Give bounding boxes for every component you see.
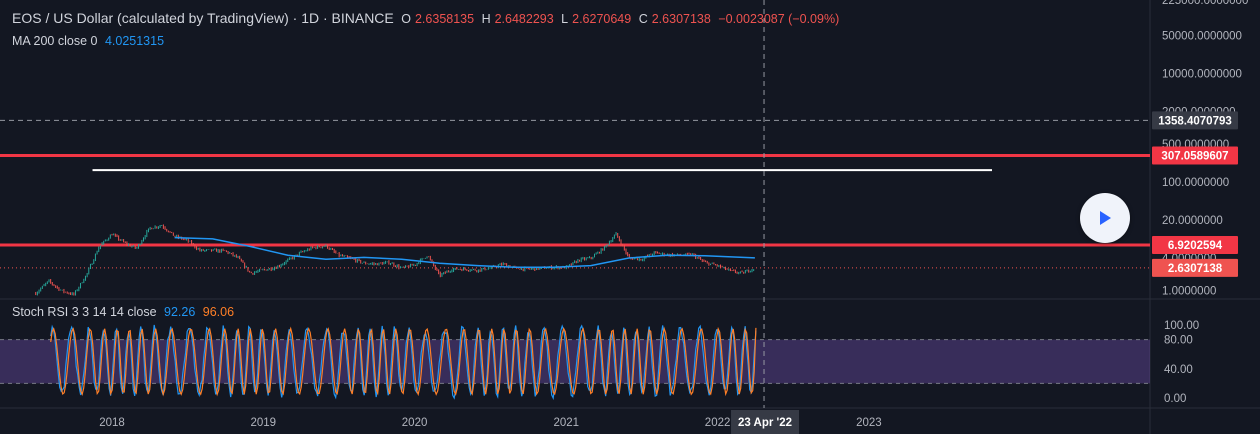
stoch-d-line	[50, 326, 757, 397]
stoch-tick-label: 100.00	[1164, 320, 1199, 332]
symbol-title[interactable]: EOS / US Dollar (calculated by TradingVi…	[12, 10, 394, 26]
price-label-bg	[1152, 258, 1238, 277]
low-value: 2.6270649	[572, 12, 632, 26]
price-label-text: 2.6307138	[1168, 263, 1223, 275]
price-label-bg	[1152, 236, 1238, 255]
candles	[35, 224, 755, 296]
low-label: L	[561, 12, 569, 26]
ma-legend-label: MA 200 close 0	[12, 34, 98, 48]
crosshair-date-bg	[731, 410, 800, 434]
ma-legend-value: 4.0251315	[104, 34, 165, 48]
price-tick-label: 100.0000000	[1162, 177, 1229, 189]
time-axis[interactable]: 2018 2019 2020 2021 2022 2023 23 Apr '22	[99, 410, 882, 434]
stoch-legend-label: Stoch RSI 3 3 14 14 close	[12, 305, 157, 319]
price-tick-label: 225000.0000000	[1162, 0, 1248, 7]
time-tick-label: 2018	[99, 417, 125, 429]
stoch-legend[interactable]: Stoch RSI 3 3 14 14 close 92.26 96.06	[12, 305, 238, 319]
ma-line-layer	[174, 236, 755, 269]
price-label-bg	[1152, 146, 1238, 165]
high-value: 2.6482293	[494, 12, 554, 26]
ohlc-values: O 2.6358135 H 2.6482293 L 2.6270649 C 2.6307…	[401, 12, 843, 26]
price-label-text: 6.9202594	[1168, 240, 1223, 252]
stoch-tick-label: 80.00	[1164, 335, 1193, 347]
price-label-text: 307.0589607	[1161, 151, 1228, 163]
stoch-lines	[50, 324, 757, 401]
high-label: H	[481, 12, 491, 26]
crosshair-date-label: 23 Apr '22	[731, 410, 800, 434]
crosshair	[0, 0, 1150, 408]
price-tick-label: 50000.0000000	[1162, 30, 1242, 42]
open-value: 2.6358135	[414, 12, 475, 26]
stoch-tick-label: 0.00	[1164, 393, 1186, 405]
time-tick-label: 2020	[402, 417, 428, 429]
close-label: C	[638, 12, 648, 26]
price-label-red-line: 6.9202594	[1152, 236, 1238, 255]
ma-line	[174, 236, 755, 269]
stoch-k-line	[50, 324, 757, 401]
open-label: O	[401, 12, 411, 26]
time-tick-label: 2021	[554, 417, 580, 429]
symbol-legend: EOS / US Dollar (calculated by TradingVi…	[12, 10, 847, 26]
price-label-bg	[1152, 111, 1238, 130]
price-tick-label: 20.0000000	[1162, 215, 1223, 227]
price-label-text: 1358.4070793	[1158, 115, 1232, 127]
time-tick-label: 2022	[705, 417, 731, 429]
stoch-k-value: 92.26	[164, 305, 196, 319]
stoch-axis[interactable]: 100.00 80.00 40.00 0.00	[1164, 320, 1199, 405]
play-icon	[1100, 211, 1111, 225]
play-button[interactable]	[1080, 193, 1130, 243]
price-tick-label: 10000.0000000	[1162, 68, 1242, 80]
ma-legend[interactable]: MA 200 close 0 4.0251315	[12, 34, 168, 48]
stoch-d-value: 96.06	[202, 305, 235, 319]
change-value: −0.0023087 (−0.09%)	[718, 12, 840, 26]
close-value: 2.6307138	[651, 12, 711, 26]
price-labels: 1358.4070793 307.0589607 6.9202594 2.630713…	[1152, 111, 1238, 277]
crosshair-date-text: 23 Apr '22	[738, 417, 792, 429]
time-tick-label: 2019	[250, 417, 276, 429]
horizontal-lines	[0, 154, 1150, 269]
price-label-last-price: 2.6307138	[1152, 258, 1238, 277]
price-label-dashed-crosshair: 1358.4070793	[1152, 111, 1238, 130]
stoch-tick-label: 40.00	[1164, 364, 1193, 376]
price-label-red-line: 307.0589607	[1152, 146, 1238, 165]
price-tick-label: 1.0000000	[1162, 286, 1216, 298]
time-tick-label: 2023	[856, 417, 882, 429]
